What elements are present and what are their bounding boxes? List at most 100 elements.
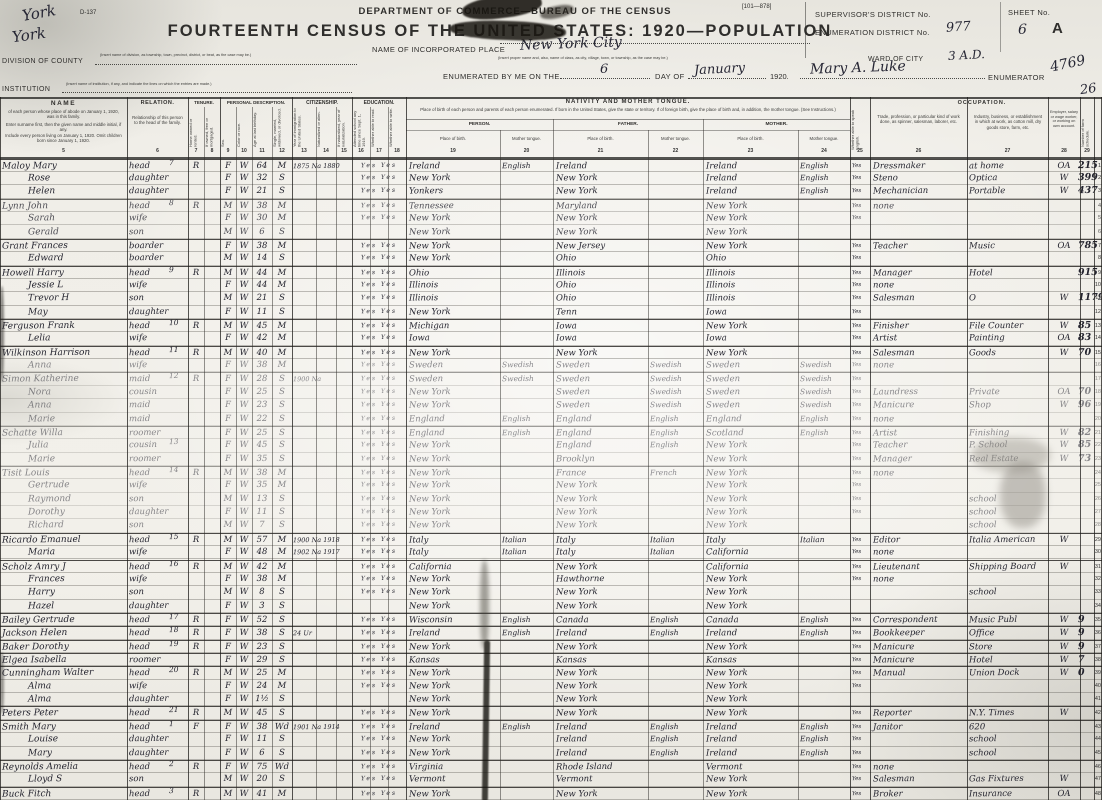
cell-ind: Store: [968, 641, 993, 653]
table-top-border: [0, 97, 1102, 99]
cell-ind: school: [968, 747, 997, 758]
cell-sex: M: [223, 347, 233, 358]
row-number: 32: [1094, 575, 1101, 582]
cell-sex: M: [223, 200, 233, 211]
cell-trade: none: [872, 280, 895, 291]
row-number: 25: [1094, 482, 1101, 489]
cell-age: 38: [256, 573, 268, 584]
cell-edu: Yes Yes: [360, 360, 398, 369]
cell-col: W: [239, 267, 249, 278]
cell-edu: Yes Yes: [360, 334, 398, 342]
ward-label: WARD OF CITY: [868, 56, 924, 63]
cell-ind: Optica: [968, 173, 998, 184]
cell-cit: 1901 Na 1914: [292, 722, 340, 732]
cell-age: 29: [256, 654, 268, 666]
supervisor-district-label: SUPERVISOR'S DISTRICT No.: [815, 10, 931, 19]
column-line: [370, 107, 371, 800]
cell-fpob: Brooklyn: [555, 453, 595, 465]
cell-fam: 2: [168, 758, 174, 768]
census-row: Anna wife F W 38 M Yes Yes Sweden Swedish Sweden S…: [0, 359, 1102, 373]
census-row: Ferguson Frank head 10 R M W 45 M Yes Yes Michiga…: [0, 318, 1102, 333]
cell-mar: M: [277, 279, 287, 290]
cell-mar: S: [279, 173, 285, 184]
cell-edu: Yes Yes: [360, 748, 398, 756]
cell-cls: OA: [1057, 788, 1071, 799]
group-citizenship-label: CITIZENSHIP.: [306, 100, 338, 106]
cell-ten: R: [192, 788, 200, 799]
cell-mar: M: [277, 160, 287, 171]
cell-eng: Yes: [851, 388, 862, 395]
census-row: Bailey Gertrude head 17 R F W 52 S Yes Yes Wiscon…: [0, 611, 1102, 627]
cell-sex: F: [224, 306, 232, 317]
row-number: 39: [1094, 670, 1101, 677]
cell-mar: S: [279, 654, 285, 666]
column-number: 15: [341, 148, 347, 154]
cell-fmt: French: [649, 467, 678, 478]
census-row: Louise daughter F W 11 S Yes Yes New York Irelan…: [0, 733, 1102, 747]
cell-trade: Artist: [872, 333, 898, 344]
cell-edu: Yes Yes: [360, 734, 398, 743]
row-number: 2: [1097, 175, 1101, 182]
cell-ppob: England: [408, 413, 445, 425]
row-number: 14: [1094, 335, 1101, 342]
cell-eng: Yes: [851, 549, 862, 556]
cell-rel: head: [128, 788, 151, 799]
cell-ind: Music Publ: [968, 614, 1018, 626]
cell-mmt: Swedish: [799, 386, 832, 397]
column-number: 11: [259, 148, 265, 154]
cell-edu: Yes Yes: [360, 173, 398, 182]
cell-fpob: England: [555, 440, 592, 451]
cell-sex: M: [223, 774, 233, 785]
cell-trade: Teacher: [872, 440, 908, 451]
cell-sex: F: [224, 734, 232, 745]
census-row: Hazel daughter F W 3 S New York New York New Yor…: [0, 600, 1102, 613]
census-row: Tisit Louis head 14 R M W 38 M Yes Yes New York Fr…: [0, 465, 1102, 480]
cell-eng: Yes: [851, 442, 862, 449]
cell-mar: S: [279, 226, 285, 237]
cell-fam: 17: [168, 611, 179, 622]
cell-fpob: New York: [555, 587, 598, 598]
cell-ind: Insurance: [968, 788, 1013, 800]
cell-col: W: [239, 573, 249, 584]
cell-sex: F: [224, 721, 232, 732]
census-row: Dorothy daughter F W 11 S Yes Yes New York New Y…: [0, 506, 1102, 520]
group-personal-description-label: PERSONAL DESCRIPTION.: [226, 100, 286, 105]
col-name-note3: Include every person living on January 1…: [5, 133, 122, 144]
cell-rel: roomer: [128, 453, 161, 464]
cell-sex: F: [224, 573, 232, 584]
row-number: 37: [1094, 643, 1101, 650]
census-row: May daughter F W 11 S Yes Yes New York Tenn Iowa Y…: [0, 306, 1102, 320]
cell-edu: Yes Yes: [360, 254, 398, 262]
cell-edu: Yes Yes: [360, 375, 398, 383]
census-row: Harry son M W 8 S Yes Yes New York New York New Y…: [0, 586, 1102, 600]
cell-sex: F: [224, 614, 232, 625]
cell-age: 45: [256, 708, 268, 719]
row-number: 7: [1097, 242, 1101, 249]
cell-rel: daughter: [128, 186, 169, 197]
cell-col: W: [239, 561, 249, 572]
father-mt-label: Mother tongue.: [661, 136, 690, 141]
nativity-subheader-line: [406, 119, 850, 120]
cell-mar: S: [279, 734, 285, 745]
cell-col: W: [239, 734, 249, 745]
cell-fpob: England: [555, 413, 592, 425]
column-number: 28: [1061, 148, 1067, 154]
cell-mmt: English: [799, 427, 829, 438]
cell-sex: F: [224, 680, 232, 691]
cell-ppob: New York: [408, 253, 451, 264]
cell-sex: F: [224, 641, 232, 652]
column-number: 5: [62, 148, 65, 154]
table-header-bottom-border: [0, 157, 1102, 159]
cell-eng: Yes: [851, 202, 862, 209]
cell-cls: W: [1059, 561, 1069, 572]
cell-age: 21: [256, 186, 268, 197]
column-line: [406, 97, 408, 800]
cell-cls: W: [1059, 453, 1069, 464]
cell-mmt: Italian: [799, 534, 825, 545]
division-label: DIVISION OF COUNTY: [2, 58, 84, 65]
cell-cls: W: [1059, 173, 1069, 184]
cell-ppob: Iowa: [408, 333, 430, 344]
cell-mar: S: [279, 293, 285, 304]
